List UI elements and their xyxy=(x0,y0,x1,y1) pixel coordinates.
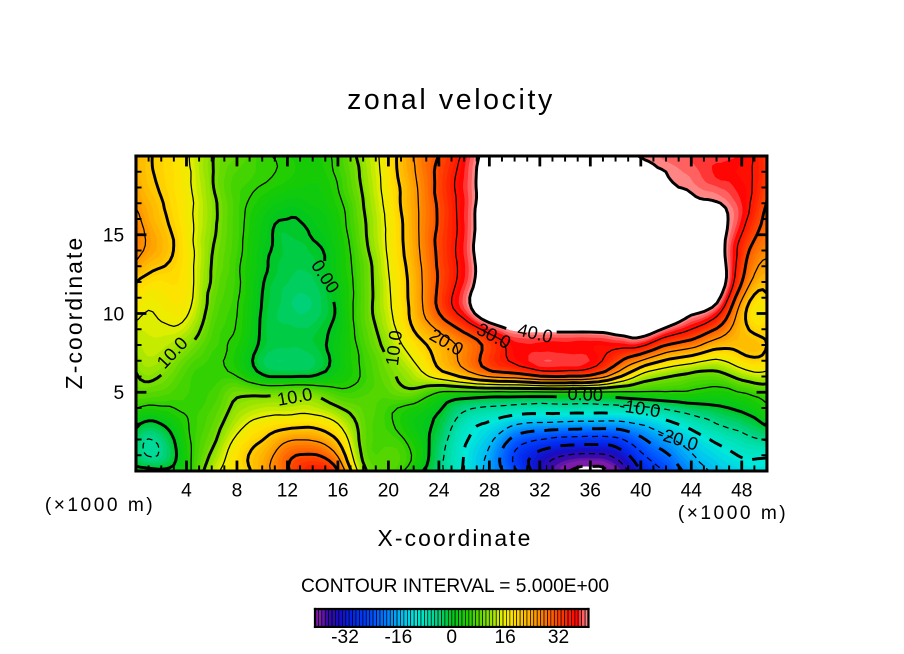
svg-text:-32: -32 xyxy=(331,627,359,648)
svg-text:zonal velocity: zonal velocity xyxy=(347,84,555,116)
svg-text:48: 48 xyxy=(731,481,752,502)
svg-text:16: 16 xyxy=(494,627,515,648)
svg-text:15: 15 xyxy=(103,226,124,247)
svg-text:40: 40 xyxy=(630,481,651,502)
svg-text:-16: -16 xyxy=(385,627,413,648)
svg-text:CONTOUR INTERVAL = 5.000E+00: CONTOUR INTERVAL = 5.000E+00 xyxy=(301,576,609,597)
svg-text:32: 32 xyxy=(529,481,550,502)
svg-text:4: 4 xyxy=(181,481,192,502)
svg-text:Z-coordinate: Z-coordinate xyxy=(61,236,87,390)
svg-text:8: 8 xyxy=(232,481,243,502)
svg-text:44: 44 xyxy=(681,481,703,502)
svg-text:24: 24 xyxy=(428,481,450,502)
svg-text:36: 36 xyxy=(580,481,601,502)
svg-text:20: 20 xyxy=(378,481,399,502)
svg-text:32: 32 xyxy=(548,627,569,648)
svg-text:0.00: 0.00 xyxy=(567,384,603,405)
svg-text:16: 16 xyxy=(327,481,348,502)
svg-text:X-coordinate: X-coordinate xyxy=(378,525,533,551)
svg-text:12: 12 xyxy=(277,481,298,502)
svg-text:10: 10 xyxy=(103,304,124,325)
svg-text:28: 28 xyxy=(479,481,500,502)
svg-text:0: 0 xyxy=(446,627,457,648)
svg-text:5: 5 xyxy=(114,383,125,404)
svg-text:(×1000 m): (×1000 m) xyxy=(678,503,788,524)
svg-text:10.0: 10.0 xyxy=(382,329,406,367)
svg-text:(×1000 m): (×1000 m) xyxy=(45,495,155,516)
